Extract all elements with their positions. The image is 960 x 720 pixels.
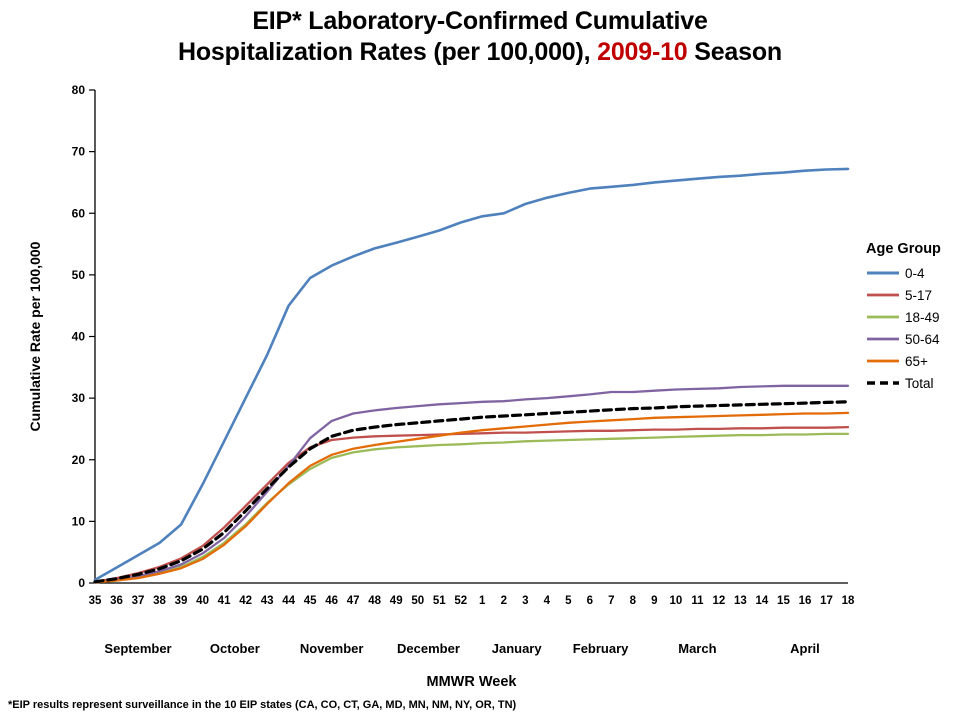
x-week-label: 9 (651, 595, 657, 607)
x-week-label: 8 (630, 595, 637, 607)
x-week-label: 49 (390, 595, 403, 607)
x-week-label: 16 (799, 595, 812, 607)
x-week-label: 1 (479, 595, 486, 607)
x-week-label: 13 (734, 595, 747, 607)
legend-swatch-Total (867, 381, 899, 385)
series-line-18-49 (93, 432, 850, 584)
legend-title: Age Group (866, 241, 941, 257)
x-week-label: 14 (756, 595, 769, 607)
legend-swatch-0-4 (867, 271, 899, 275)
x-month-label: March (678, 641, 716, 656)
x-week-label: 36 (110, 595, 123, 607)
y-axis-title: Cumulative Rate per 100,000 (27, 241, 43, 431)
legend-swatch-18-49 (867, 315, 899, 319)
legend-item-5-17: 5-17 (866, 284, 941, 306)
x-week-label: 41 (218, 595, 231, 607)
x-week-label: 38 (153, 595, 166, 607)
series-line-5-17 (93, 425, 850, 583)
x-week-label: 3 (522, 595, 528, 607)
x-week-label: 39 (175, 595, 188, 607)
x-week-label: 40 (196, 595, 209, 607)
x-week-label: 46 (325, 595, 338, 607)
x-week-label: 48 (368, 595, 381, 607)
y-tick-label: 20 (72, 453, 86, 467)
legend-label: 18-49 (905, 309, 940, 325)
x-week-label: 44 (282, 595, 295, 607)
x-month-label: April (790, 641, 820, 656)
y-tick-label: 40 (72, 330, 86, 344)
x-week-label: 35 (89, 595, 102, 607)
legend-swatch-5-17 (867, 293, 899, 297)
x-month-label: December (397, 641, 460, 656)
x-week-label: 5 (565, 595, 572, 607)
x-month-label: February (573, 641, 629, 656)
y-tick-label: 80 (72, 83, 86, 97)
x-week-label: 18 (842, 595, 855, 607)
legend-label: 50-64 (905, 331, 940, 347)
y-tick-label: 70 (72, 145, 86, 159)
x-week-label: 11 (691, 595, 704, 607)
y-tick-label: 30 (72, 391, 86, 405)
chart-title-line1: EIP* Laboratory-Confirmed Cumulative (252, 7, 708, 35)
legend-item-50-64: 50-64 (866, 328, 941, 350)
x-month-label: November (300, 641, 364, 656)
x-week-label: 51 (433, 595, 446, 607)
legend-swatch-65+ (867, 359, 899, 363)
x-week-label: 52 (454, 595, 467, 607)
series-line-0-4 (93, 167, 850, 582)
legend-label: 5-17 (905, 287, 933, 303)
chart-legend: Age Group 0-4 5-17 18-49 50-64 65+ Total (866, 241, 941, 394)
x-week-label: 7 (608, 595, 614, 607)
x-week-label: 45 (304, 595, 317, 607)
legend-item-Total: Total (866, 372, 941, 394)
season-highlight: 2009-10 (597, 38, 688, 66)
y-tick-label: 50 (72, 268, 86, 282)
x-week-label: 43 (261, 595, 274, 607)
legend-swatch-50-64 (867, 337, 899, 341)
x-week-label: 10 (669, 595, 682, 607)
x-axis-title: MMWR Week (427, 674, 518, 690)
x-month-label: September (104, 641, 171, 656)
y-tick-label: 10 (72, 514, 86, 528)
x-month-label: January (492, 641, 543, 656)
series-line-65+ (93, 411, 850, 584)
legend-label: 65+ (905, 353, 928, 369)
x-month-label: October (210, 641, 260, 656)
legend-item-65+: 65+ (866, 350, 941, 372)
chart-title-line2: Hospitalization Rates (per 100,000), 200… (178, 38, 782, 66)
legend-item-0-4: 0-4 (866, 262, 941, 284)
footnote: *EIP results represent surveillance in t… (8, 699, 517, 711)
x-week-label: 37 (132, 595, 145, 607)
legend-item-18-49: 18-49 (866, 306, 941, 328)
x-week-label: 12 (713, 595, 726, 607)
x-week-label: 17 (820, 595, 833, 607)
series-line-50-64 (93, 384, 850, 584)
chart-title: EIP* Laboratory-Confirmed Cumulative Hos… (0, 6, 960, 68)
x-week-label: 4 (544, 595, 551, 607)
legend-label: Total (905, 375, 934, 391)
legend-items: 0-4 5-17 18-49 50-64 65+ Total (866, 262, 941, 394)
x-week-label: 2 (501, 595, 507, 607)
x-week-label: 15 (777, 595, 790, 607)
x-week-label: 50 (411, 595, 424, 607)
legend-label: 0-4 (905, 265, 925, 281)
y-tick-label: 60 (72, 206, 86, 220)
x-week-label: 47 (347, 595, 360, 607)
x-week-label: 6 (587, 595, 593, 607)
y-tick-label: 0 (78, 576, 85, 590)
x-week-label: 42 (239, 595, 252, 607)
series-line-Total (93, 400, 850, 584)
